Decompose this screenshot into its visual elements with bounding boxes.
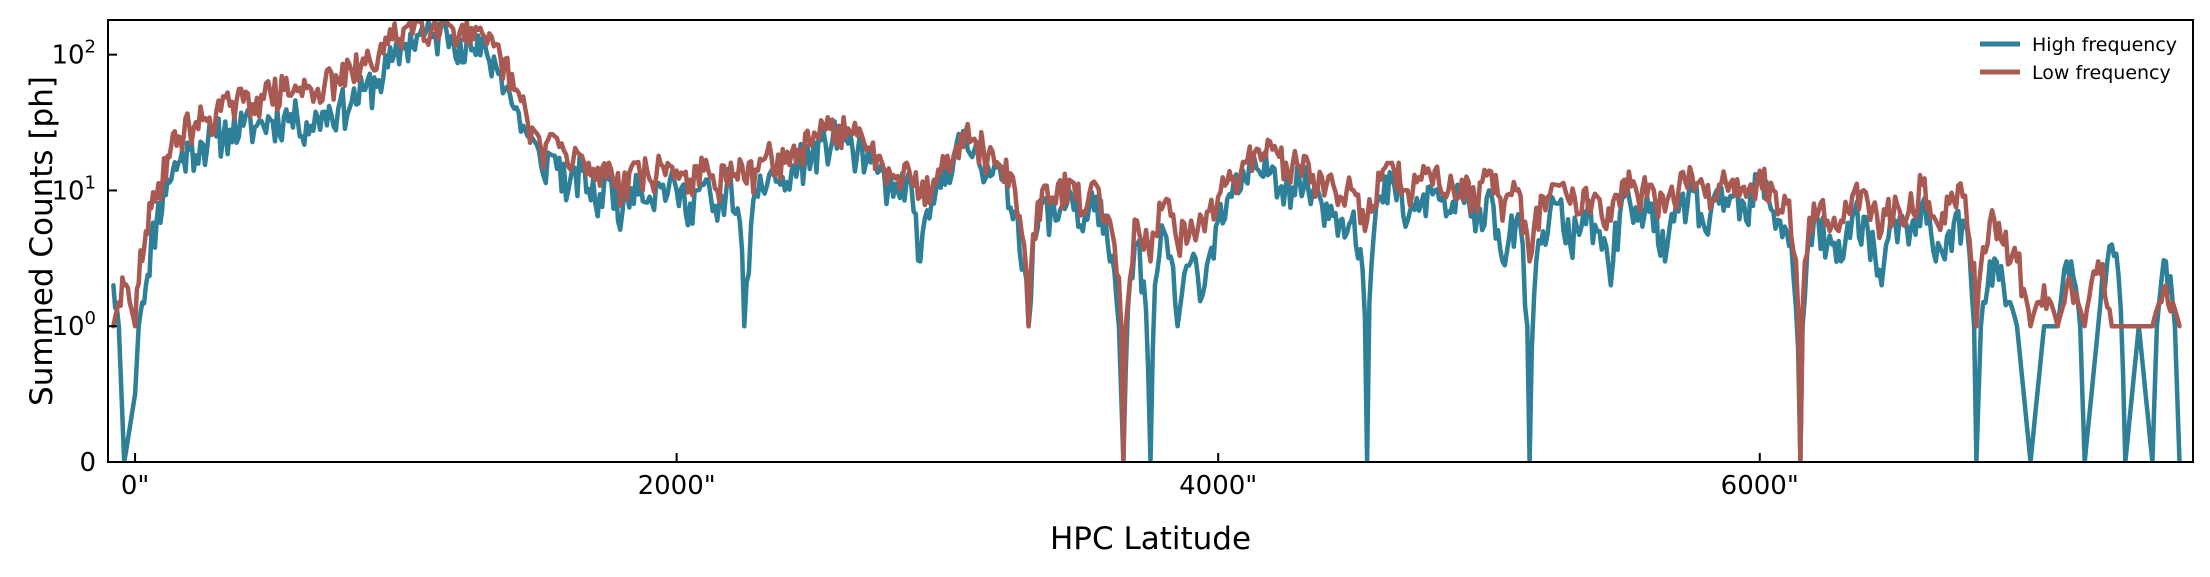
plot-frame bbox=[107, 19, 2194, 463]
y-tick-label: 102 bbox=[51, 37, 96, 71]
series-layer bbox=[111, 20, 2182, 462]
legend-label-high-frequency: High frequency bbox=[2032, 34, 2177, 56]
legend: High frequency Low frequency bbox=[1980, 34, 2177, 84]
x-tick-label: 0" bbox=[121, 471, 150, 501]
y-tick-label: 101 bbox=[51, 172, 96, 206]
y-tick-label: 0 bbox=[79, 448, 96, 478]
x-axis-label: HPC Latitude bbox=[1050, 521, 1251, 557]
series-line-low-frequency bbox=[111, 20, 2182, 462]
x-tick-label: 6000" bbox=[1721, 471, 1799, 501]
x-tick-label: 2000" bbox=[638, 471, 716, 501]
y-axis-label: Summed Counts [ph] bbox=[24, 76, 60, 406]
x-axis: 0" 2000" 4000" 6000" bbox=[121, 453, 1799, 501]
y-axis: 0 100 101 102 bbox=[51, 37, 117, 478]
y-tick-label: 100 bbox=[51, 308, 96, 342]
legend-label-low-frequency: Low frequency bbox=[2032, 62, 2171, 84]
x-tick-label: 4000" bbox=[1179, 471, 1257, 501]
